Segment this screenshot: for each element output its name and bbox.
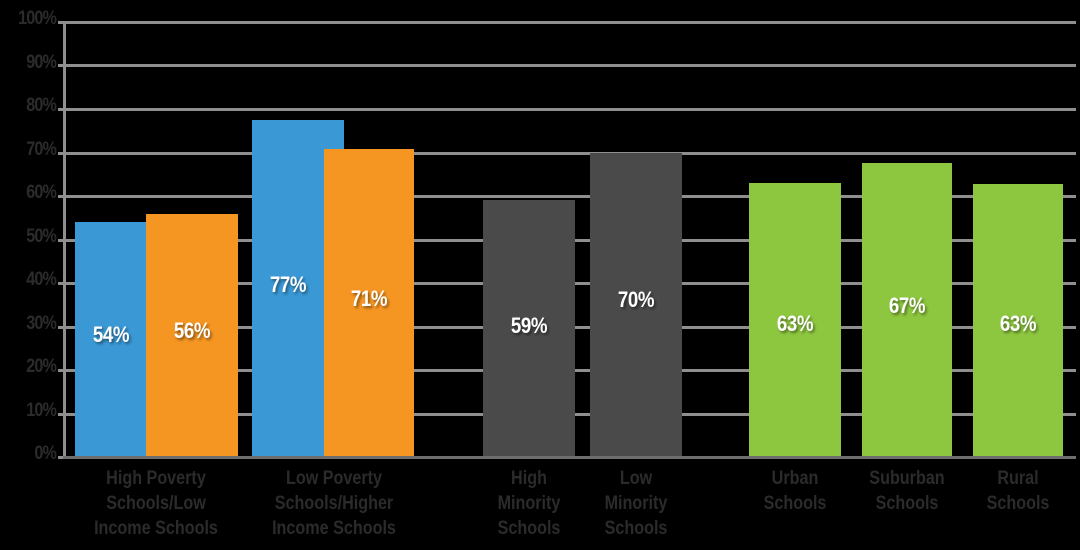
bar-value-label: 56% <box>173 318 211 343</box>
bar-rural: 63% <box>973 184 1063 457</box>
ytick-label: 30% <box>26 313 57 334</box>
x-axis <box>63 456 1076 459</box>
ytick-label: 20% <box>26 356 57 377</box>
bar-low-minority: 70% <box>590 153 682 457</box>
bar-suburban: 67% <box>862 163 952 457</box>
ytick-label: 100% <box>18 8 57 29</box>
bar-value-label: 71% <box>350 286 388 311</box>
bar-value-label: 63% <box>999 311 1037 336</box>
gridline-70 <box>64 152 1076 155</box>
gridline-80 <box>64 108 1076 111</box>
bar-high-poverty-blue: 54% <box>75 222 147 457</box>
gridline-100 <box>64 21 1076 24</box>
xlabel-high-poverty: High Poverty Schools/Low Income Schools <box>94 468 218 539</box>
tick-0 <box>58 456 66 459</box>
tick-60 <box>58 195 66 198</box>
tick-80 <box>58 108 66 111</box>
ytick-label: 0% <box>34 443 56 464</box>
xlabel-low-poverty: Low Poverty Schools/Higher Income School… <box>272 468 396 539</box>
tick-20 <box>58 369 66 372</box>
tick-50 <box>58 239 66 242</box>
xlabel-low-minority: Low Minority Schools <box>604 468 668 539</box>
xlabel-suburban: Suburban Schools <box>869 468 945 514</box>
xlabel-urban: Urban Schools <box>763 468 827 514</box>
ytick-label: 40% <box>26 269 57 290</box>
bar-low-poverty-orange: 71% <box>324 149 414 457</box>
tick-30 <box>58 326 66 329</box>
bar-value-label: 67% <box>888 293 926 318</box>
bar-value-label: 54% <box>92 322 130 347</box>
bar-value-label: 59% <box>510 313 548 338</box>
tick-10 <box>58 413 66 416</box>
bar-value-label: 63% <box>776 311 814 336</box>
y-axis <box>63 21 66 459</box>
tick-100 <box>58 21 66 24</box>
ytick-label: 50% <box>26 226 57 247</box>
bar-high-poverty-orange: 56% <box>146 214 238 457</box>
tick-70 <box>58 152 66 155</box>
ytick-label: 70% <box>26 139 57 160</box>
gridline-60 <box>64 195 1076 198</box>
xlabel-rural: Rural Schools <box>986 468 1050 514</box>
bar-value-label: 77% <box>269 272 307 297</box>
ytick-label: 80% <box>26 95 57 116</box>
ytick-label: 10% <box>26 400 57 421</box>
gridline-90 <box>64 64 1076 67</box>
tick-40 <box>58 282 66 285</box>
ytick-label: 60% <box>26 182 57 203</box>
ytick-label: 90% <box>26 52 57 73</box>
bar-high-minority: 59% <box>483 200 575 457</box>
xlabel-high-minority: High Minority Schools <box>497 468 561 539</box>
bar-urban: 63% <box>749 183 841 457</box>
tick-90 <box>58 64 66 67</box>
bar-value-label: 70% <box>617 287 655 312</box>
